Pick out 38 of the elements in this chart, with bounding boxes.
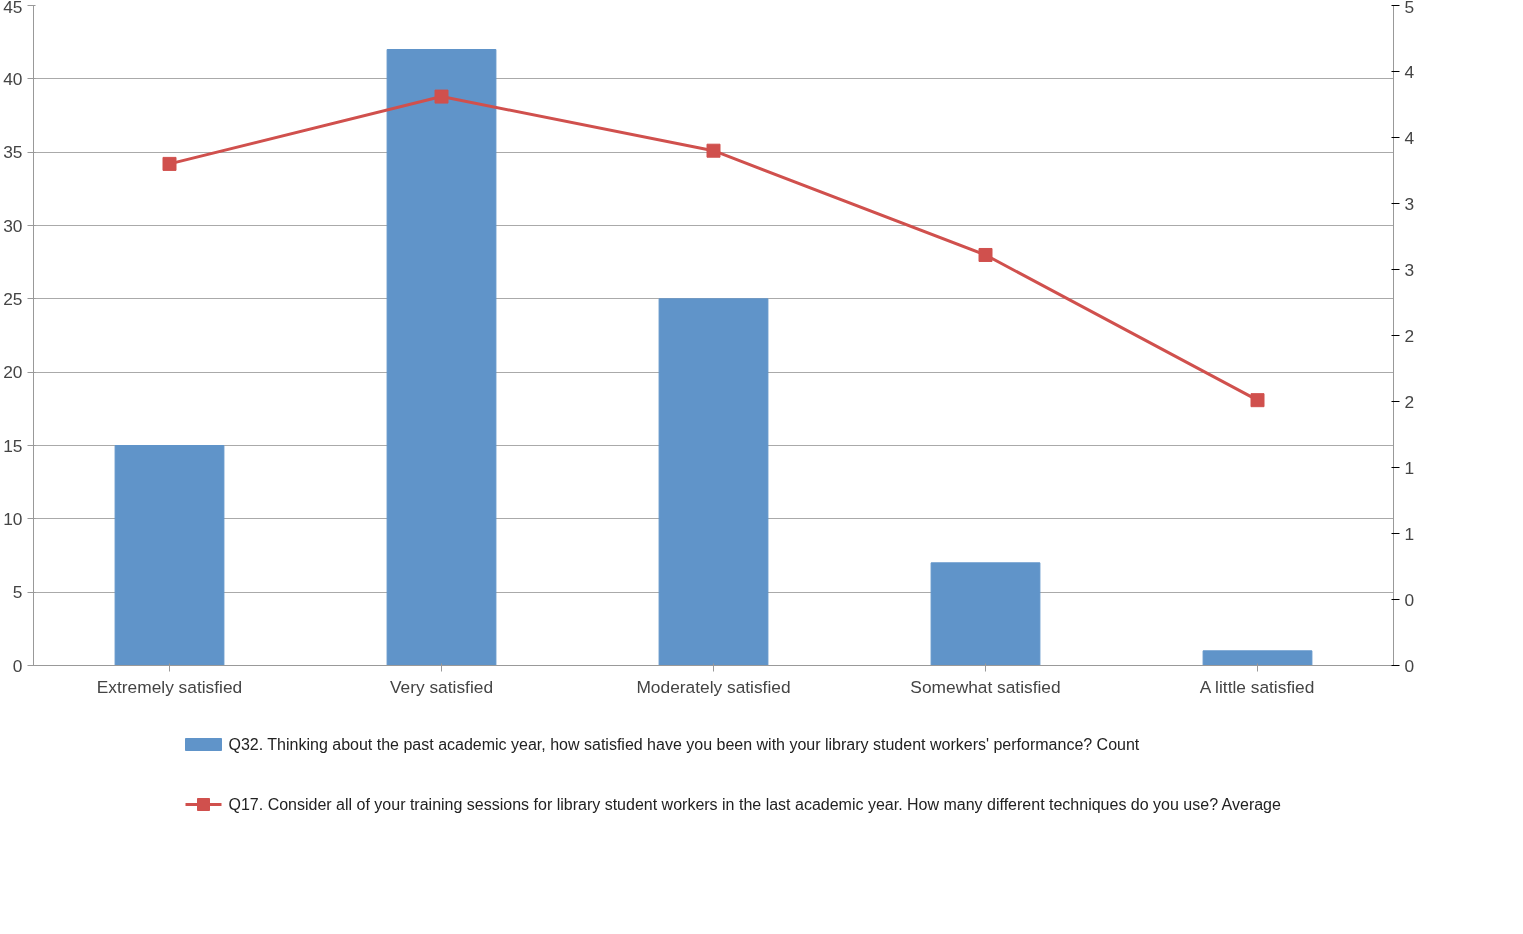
y-tick-label: 35 [3,142,23,163]
bar [1202,650,1313,666]
x-tick-label: Very satisfied [389,676,494,697]
x-tick-label: Moderately satisfied [636,676,791,697]
y-tick-label: 30 [3,215,23,236]
y-tick-label: 0 [12,655,23,676]
x-tick-label: Extremely satisfied [96,676,243,697]
y2-tick-label: 3 [1404,193,1415,214]
y2-tick-label: 1 [1404,523,1415,544]
point [706,143,721,158]
bar [658,298,769,666]
point [162,156,177,171]
y-tick-label: 45 [3,0,23,17]
y2-tick-label: 3 [1404,259,1415,280]
y2-tick-label: 0 [1404,589,1415,610]
x-tick-label: Somewhat satisfied [910,676,1061,697]
y-tick-label: 20 [3,362,23,383]
y-tick-label: 25 [3,288,23,309]
point [434,89,449,104]
y-tick-label: 10 [3,508,23,529]
y2-tick-label: 2 [1404,391,1415,412]
x-tick-label: A little satisfied [1199,676,1315,697]
legend-label: Q32. Thinking about the past academic year, how satisfied have you been with your library student workers' performance? Count [228,736,1140,753]
y2-tick-label: 0 [1404,655,1415,676]
y-tick-label: 40 [3,68,23,89]
y2-tick-label: 2 [1404,325,1415,346]
y2-tick-label: 4 [1404,127,1415,148]
y-tick-label: 5 [12,582,23,603]
y-tick-label: 15 [3,435,23,456]
point [1250,393,1265,408]
y2-tick-label: 5 [1404,0,1415,17]
bar [114,445,225,666]
point [978,247,993,262]
legend-label: Q17. Consider all of your training sessions for library student workers in the last academic year. How many different techniques do you use? Average [228,796,1282,813]
bar [930,562,1041,666]
y2-tick-label: 4 [1404,61,1415,82]
bar [386,49,497,666]
y2-tick-label: 1 [1404,457,1415,478]
